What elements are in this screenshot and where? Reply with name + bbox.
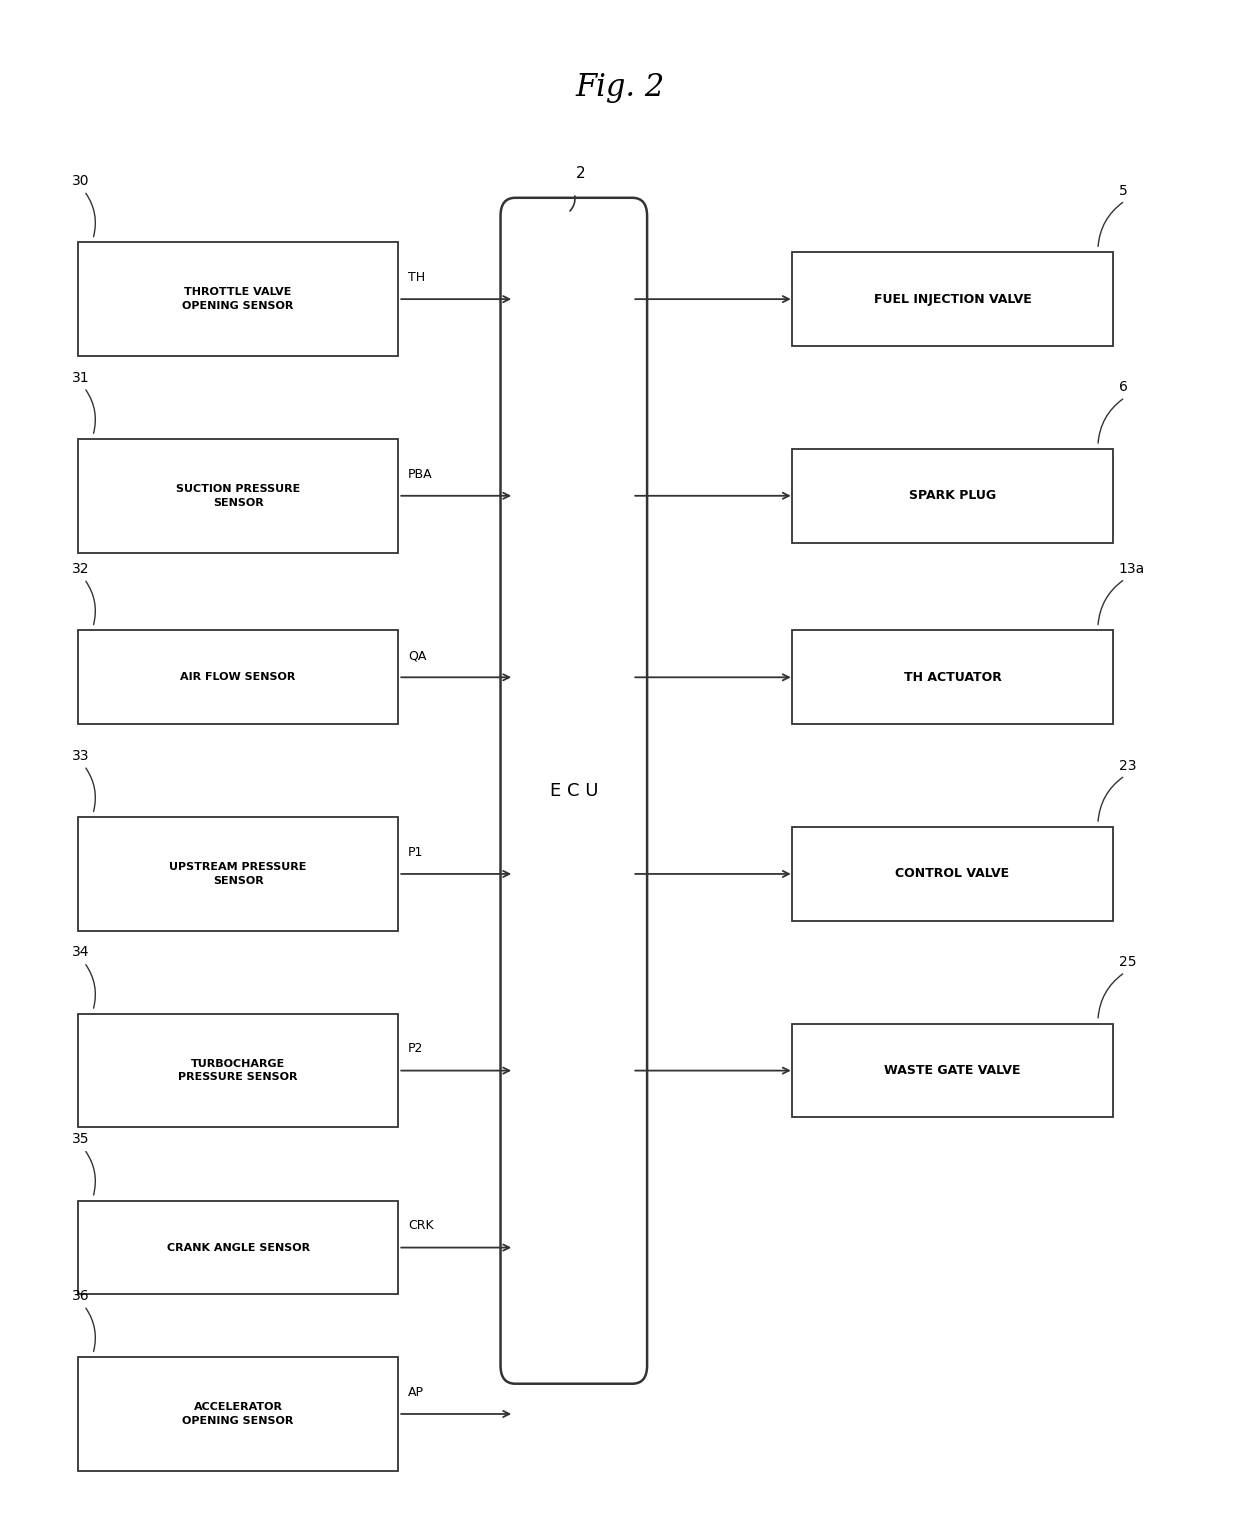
Text: CRK: CRK [408, 1220, 434, 1232]
FancyBboxPatch shape [78, 440, 398, 552]
Text: ACCELERATOR
OPENING SENSOR: ACCELERATOR OPENING SENSOR [182, 1402, 294, 1425]
Text: AP: AP [408, 1386, 424, 1399]
Text: P2: P2 [408, 1042, 424, 1056]
Text: 34: 34 [72, 946, 89, 960]
Text: UPSTREAM PRESSURE
SENSOR: UPSTREAM PRESSURE SENSOR [170, 862, 306, 885]
Text: 6: 6 [1118, 380, 1127, 394]
Text: 31: 31 [72, 371, 89, 385]
Text: FUEL INJECTION VALVE: FUEL INJECTION VALVE [874, 292, 1032, 306]
Text: CRANK ANGLE SENSOR: CRANK ANGLE SENSOR [166, 1243, 310, 1253]
FancyBboxPatch shape [792, 827, 1112, 920]
Text: TH ACTUATOR: TH ACTUATOR [904, 671, 1002, 684]
Text: WASTE GATE VALVE: WASTE GATE VALVE [884, 1065, 1021, 1077]
Text: 25: 25 [1118, 955, 1136, 969]
Text: P1: P1 [408, 846, 424, 859]
FancyBboxPatch shape [792, 1024, 1112, 1118]
FancyBboxPatch shape [78, 1357, 398, 1471]
FancyBboxPatch shape [78, 817, 398, 931]
Text: 30: 30 [72, 173, 89, 189]
Text: 35: 35 [72, 1132, 89, 1147]
FancyBboxPatch shape [792, 252, 1112, 347]
FancyBboxPatch shape [792, 449, 1112, 543]
Text: 23: 23 [1118, 759, 1136, 773]
Text: THROTTLE VALVE
OPENING SENSOR: THROTTLE VALVE OPENING SENSOR [182, 287, 294, 310]
Text: 32: 32 [72, 561, 89, 576]
Text: 2: 2 [575, 166, 585, 181]
Text: SPARK PLUG: SPARK PLUG [909, 490, 996, 502]
Text: TH: TH [408, 271, 425, 284]
FancyBboxPatch shape [78, 242, 398, 356]
FancyBboxPatch shape [78, 1015, 398, 1127]
Text: E C U: E C U [549, 782, 598, 800]
Text: PBA: PBA [408, 467, 433, 481]
Text: TURBOCHARGE
PRESSURE SENSOR: TURBOCHARGE PRESSURE SENSOR [179, 1059, 298, 1083]
Text: Fig. 2: Fig. 2 [575, 71, 665, 103]
Text: QA: QA [408, 649, 427, 662]
Text: 5: 5 [1118, 184, 1127, 198]
FancyBboxPatch shape [78, 630, 398, 724]
FancyBboxPatch shape [78, 1200, 398, 1294]
FancyBboxPatch shape [792, 630, 1112, 724]
Text: CONTROL VALVE: CONTROL VALVE [895, 867, 1009, 881]
Text: 13a: 13a [1118, 561, 1145, 576]
FancyBboxPatch shape [501, 198, 647, 1384]
Text: 33: 33 [72, 748, 89, 762]
Text: 36: 36 [72, 1288, 89, 1303]
Text: AIR FLOW SENSOR: AIR FLOW SENSOR [181, 672, 296, 683]
Text: SUCTION PRESSURE
SENSOR: SUCTION PRESSURE SENSOR [176, 484, 300, 508]
